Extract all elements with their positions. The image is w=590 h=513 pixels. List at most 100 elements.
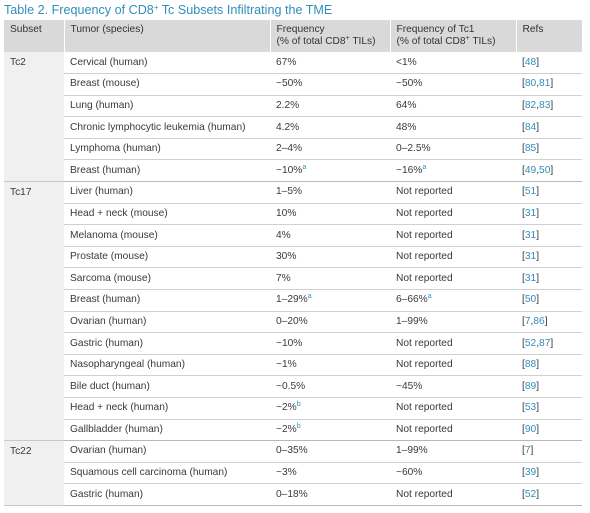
footnote-marker[interactable]: b: [296, 401, 301, 409]
footnote-marker[interactable]: b: [296, 422, 301, 430]
footnote-marker[interactable]: a: [422, 163, 427, 171]
tumor-cell: Prostate (mouse): [64, 246, 270, 269]
tumor-cell: Breast (human): [64, 289, 270, 312]
refs-cell: [52,87]: [516, 332, 582, 355]
tc1-frequency-cell: 1–99%: [390, 440, 516, 463]
footnote-marker[interactable]: a: [427, 293, 432, 301]
table-row: Gastric (human) ~10% Not reported [52,87]: [4, 332, 582, 355]
refs-cell: [85]: [516, 138, 582, 161]
reference-link[interactable]: 90: [524, 423, 537, 435]
table-row: Chronic lymphocytic leukemia (human) 4.2%…: [4, 116, 582, 139]
reference-link[interactable]: 85: [524, 143, 537, 155]
tc1-frequency-value: Not reported: [396, 251, 453, 263]
tumor-cell: Melanoma (mouse): [64, 224, 270, 247]
reference-link[interactable]: 39: [524, 467, 537, 479]
table-row: Breast (mouse) ~50% ~50% [80,81]: [4, 73, 582, 96]
table-row: Head + neck (mouse) 10% Not reported [31]: [4, 203, 582, 226]
refs-cell: [51]: [516, 181, 582, 204]
frequency-cell: ~2%b: [270, 397, 390, 420]
tc1-frequency-value: ~50%: [396, 78, 423, 90]
tumor-cell: Bile duct (human): [64, 375, 270, 398]
footnote-marker[interactable]: a: [307, 293, 312, 301]
table-row: Breast (human) 1–29%a 6–66%a [50]: [4, 289, 582, 312]
tc1-frequency-cell: 64%: [390, 95, 516, 118]
frequency-value: ~2%: [276, 423, 297, 435]
frequency-value: 0–20%: [276, 315, 308, 327]
frequency-cell: ~10%: [270, 332, 390, 355]
reference-link[interactable]: 88: [524, 359, 537, 371]
reference-link[interactable]: 49: [524, 164, 537, 176]
frequency-cell: 0–20%: [270, 311, 390, 334]
reference-link[interactable]: 82: [524, 99, 537, 111]
frequency-cell: 1–29%a: [270, 289, 390, 312]
reference-link[interactable]: 31: [524, 272, 537, 284]
frequency-cell: ~10%a: [270, 159, 390, 183]
tumor-cell: Sarcoma (mouse): [64, 267, 270, 291]
tc1-frequency-value: 1–99%: [396, 445, 428, 457]
reference-link[interactable]: 31: [524, 251, 537, 263]
reference-link[interactable]: 52: [524, 337, 537, 349]
subset-cell: Tc22: [4, 440, 64, 506]
tc1-frequency-value: Not reported: [396, 337, 453, 349]
reference-link[interactable]: 48: [524, 56, 537, 68]
frequency-cell: ~0.5%: [270, 375, 390, 398]
reference-link[interactable]: 52: [524, 488, 537, 500]
frequency-cell: 10%: [270, 203, 390, 226]
refs-cell: [52]: [516, 483, 582, 506]
table-row: Gastric (human) 0–18% Not reported [52]: [4, 483, 582, 506]
table-row: Ovarian (human) 0–20% 1–99% [7,86]: [4, 311, 582, 334]
refs-cell: [82,83]: [516, 95, 582, 118]
frequency-value: 1–5%: [276, 186, 303, 198]
tumor-cell: Liver (human): [64, 181, 270, 204]
footnote-marker[interactable]: a: [302, 163, 307, 171]
tc1-frequency-cell: 48%: [390, 116, 516, 139]
reference-link[interactable]: 31: [524, 207, 537, 219]
reference-link[interactable]: 81: [539, 78, 551, 90]
frequency-cell: ~50%: [270, 73, 390, 96]
subset-cell: Tc17: [4, 181, 64, 442]
frequency-value: ~10%: [276, 337, 303, 349]
refs-cell: [80,81]: [516, 73, 582, 96]
subset-cell: Tc2: [4, 52, 64, 183]
reference-link[interactable]: 7: [524, 315, 531, 327]
tumor-cell: Squamous cell carcinoma (human): [64, 462, 270, 485]
tc1-frequency-cell: Not reported: [390, 203, 516, 226]
table-row: Lymphoma (human) 2–4% 0–2.5% [85]: [4, 138, 582, 161]
reference-link[interactable]: 7: [524, 445, 531, 457]
reference-link[interactable]: 31: [524, 229, 537, 241]
tc1-frequency-cell: ~50%: [390, 73, 516, 96]
tumor-cell: Ovarian (human): [64, 440, 270, 463]
tc1-frequency-value: <1%: [396, 56, 417, 68]
reference-link[interactable]: 86: [533, 315, 545, 327]
table-row: Head + neck (human) ~2%b Not reported [53]: [4, 397, 582, 420]
frequency-cell: ~1%: [270, 354, 390, 377]
header-refs: Refs: [516, 20, 582, 52]
tc1-frequency-value: 64%: [396, 99, 417, 111]
table-row: Prostate (mouse) 30% Not reported [31]: [4, 246, 582, 269]
reference-link[interactable]: 51: [524, 186, 537, 198]
frequency-value: ~3%: [276, 467, 297, 479]
reference-link[interactable]: 80: [524, 78, 537, 90]
tc1-frequency-value: Not reported: [396, 207, 453, 219]
reference-link[interactable]: 84: [524, 121, 537, 133]
table-row: Squamous cell carcinoma (human) ~3% ~60% [3…: [4, 462, 582, 485]
header-subset: Subset: [4, 20, 65, 52]
tc1-frequency-cell: 6–66%a: [390, 289, 516, 312]
table-row: Gallbladder (human) ~2%b Not reported [90]: [4, 419, 582, 442]
frequency-cell: 1–5%: [270, 181, 390, 204]
refs-cell: [49,50]: [516, 159, 582, 183]
reference-link[interactable]: 50: [539, 164, 551, 176]
reference-link[interactable]: 50: [524, 294, 537, 306]
reference-link[interactable]: 83: [539, 99, 551, 111]
tumor-cell: Head + neck (human): [64, 397, 270, 420]
frequency-value: ~10%: [276, 164, 303, 176]
reference-link[interactable]: 89: [524, 380, 537, 392]
table-row: Lung (human) 2.2% 64% [82,83]: [4, 95, 582, 118]
reference-link[interactable]: 87: [539, 337, 551, 349]
frequency-value: 30%: [276, 251, 297, 263]
frequency-value: ~50%: [276, 78, 303, 90]
frequency-value: ~1%: [276, 359, 297, 371]
reference-link[interactable]: 53: [524, 402, 537, 414]
refs-cell: [39]: [516, 462, 582, 485]
